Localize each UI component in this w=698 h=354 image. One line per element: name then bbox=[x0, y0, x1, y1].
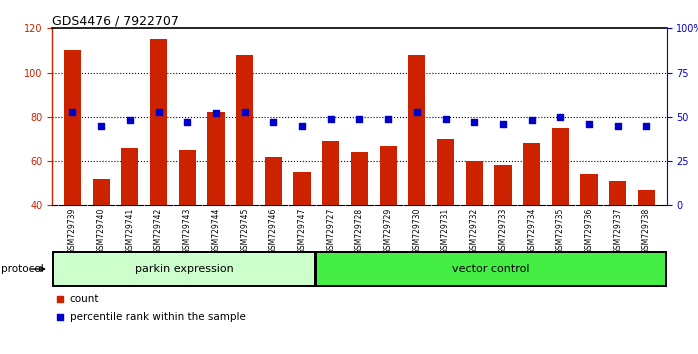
Text: GSM729745: GSM729745 bbox=[240, 207, 249, 254]
Text: GSM729734: GSM729734 bbox=[527, 207, 536, 254]
Text: vector control: vector control bbox=[452, 264, 530, 274]
Point bbox=[354, 116, 365, 121]
Bar bbox=[638, 190, 655, 205]
Text: parkin expression: parkin expression bbox=[135, 264, 233, 274]
Text: GSM729740: GSM729740 bbox=[96, 207, 105, 254]
Text: GSM729742: GSM729742 bbox=[154, 207, 163, 254]
Text: GSM729731: GSM729731 bbox=[441, 207, 450, 254]
Text: GSM729736: GSM729736 bbox=[585, 207, 593, 254]
Point bbox=[268, 119, 279, 125]
Text: GSM729747: GSM729747 bbox=[297, 207, 306, 254]
Text: GDS4476 / 7922707: GDS4476 / 7922707 bbox=[52, 14, 179, 27]
Bar bbox=[581, 175, 597, 205]
Bar bbox=[552, 128, 569, 205]
Point bbox=[54, 296, 66, 302]
Point bbox=[239, 109, 251, 114]
Point bbox=[612, 123, 623, 129]
Point bbox=[153, 109, 164, 114]
Bar bbox=[236, 55, 253, 205]
Point bbox=[54, 314, 66, 320]
Text: GSM729738: GSM729738 bbox=[642, 207, 651, 254]
Bar bbox=[494, 166, 512, 205]
Point bbox=[641, 123, 652, 129]
Bar bbox=[121, 148, 138, 205]
Text: GSM729730: GSM729730 bbox=[413, 207, 422, 254]
Bar bbox=[523, 143, 540, 205]
Bar bbox=[351, 152, 368, 205]
Bar bbox=[408, 55, 426, 205]
Bar bbox=[93, 179, 110, 205]
Point bbox=[181, 119, 193, 125]
Bar bbox=[179, 150, 196, 205]
Bar bbox=[207, 113, 225, 205]
Point bbox=[526, 118, 537, 123]
Text: GSM729728: GSM729728 bbox=[355, 207, 364, 254]
Bar bbox=[293, 172, 311, 205]
Text: GSM729733: GSM729733 bbox=[498, 207, 507, 254]
Text: percentile rank within the sample: percentile rank within the sample bbox=[70, 312, 246, 322]
Bar bbox=[265, 156, 282, 205]
Bar bbox=[322, 141, 339, 205]
Point bbox=[124, 118, 135, 123]
Point bbox=[210, 110, 221, 116]
Point bbox=[96, 123, 107, 129]
Text: GSM729729: GSM729729 bbox=[384, 207, 393, 254]
Point bbox=[498, 121, 509, 127]
Point bbox=[555, 114, 566, 120]
Point bbox=[67, 109, 78, 114]
Text: GSM729746: GSM729746 bbox=[269, 207, 278, 254]
Point bbox=[468, 119, 480, 125]
Point bbox=[440, 116, 451, 121]
Point bbox=[411, 109, 422, 114]
Bar bbox=[466, 161, 483, 205]
Point bbox=[383, 116, 394, 121]
Point bbox=[325, 116, 336, 121]
Text: protocol: protocol bbox=[1, 264, 44, 274]
Bar bbox=[380, 145, 396, 205]
Text: GSM729739: GSM729739 bbox=[68, 207, 77, 254]
Point bbox=[584, 121, 595, 127]
Text: GSM729744: GSM729744 bbox=[211, 207, 221, 254]
Bar bbox=[150, 39, 167, 205]
Text: GSM729743: GSM729743 bbox=[183, 207, 192, 254]
Bar bbox=[317, 253, 665, 285]
Bar bbox=[609, 181, 626, 205]
Bar bbox=[437, 139, 454, 205]
Bar bbox=[64, 51, 81, 205]
Point bbox=[297, 123, 308, 129]
Text: GSM729727: GSM729727 bbox=[326, 207, 335, 254]
Text: GSM729735: GSM729735 bbox=[556, 207, 565, 254]
Bar bbox=[54, 253, 314, 285]
Text: count: count bbox=[70, 293, 99, 304]
Text: GSM729741: GSM729741 bbox=[126, 207, 134, 254]
Text: GSM729732: GSM729732 bbox=[470, 207, 479, 254]
Text: GSM729737: GSM729737 bbox=[614, 207, 623, 254]
